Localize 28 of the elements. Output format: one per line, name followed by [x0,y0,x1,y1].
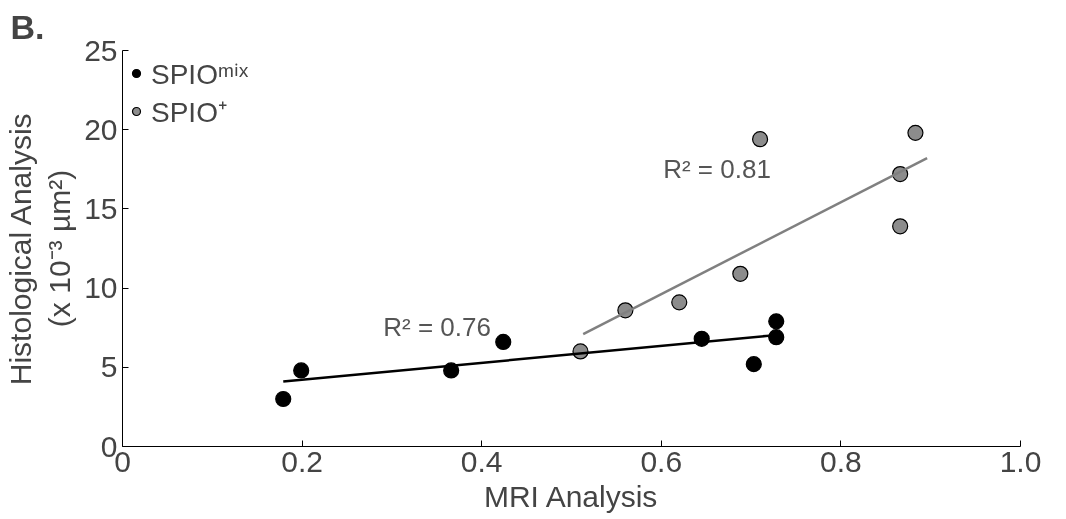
y-tick-label: 5 [100,350,118,384]
point [495,333,512,351]
point [768,329,785,346]
point [907,124,924,141]
x-tick-label: 0.2 [281,444,323,478]
y-tick-label: 25 [84,33,118,67]
point [892,218,909,235]
legend-label: SPIO⁺ [151,96,227,130]
point [751,131,769,148]
point [768,313,785,330]
y-tick-label: 10 [84,271,118,305]
y-tick-label: 15 [84,191,118,225]
point [275,390,292,408]
x-tick-label: 0.8 [820,444,862,478]
point [293,362,310,379]
y-axis-title: Histological Analysis (x 10⁻³ µm²) [3,113,77,386]
annotation: R² = 0.76 [383,311,491,342]
x-tick-label: 0.6 [640,444,683,478]
point [732,265,749,282]
point [745,356,762,373]
x-axis-title: MRI Analysis [483,479,658,513]
y-tick-label: 20 [84,112,118,146]
chart-title: B. [10,7,45,46]
x-tick-label: 0.4 [460,444,503,478]
x-tick-label: 1.0 [999,444,1042,478]
legend-label: SPIOᵐⁱˣ [151,58,249,92]
point [671,294,688,311]
annotation: R² = 0.81 [663,154,771,185]
